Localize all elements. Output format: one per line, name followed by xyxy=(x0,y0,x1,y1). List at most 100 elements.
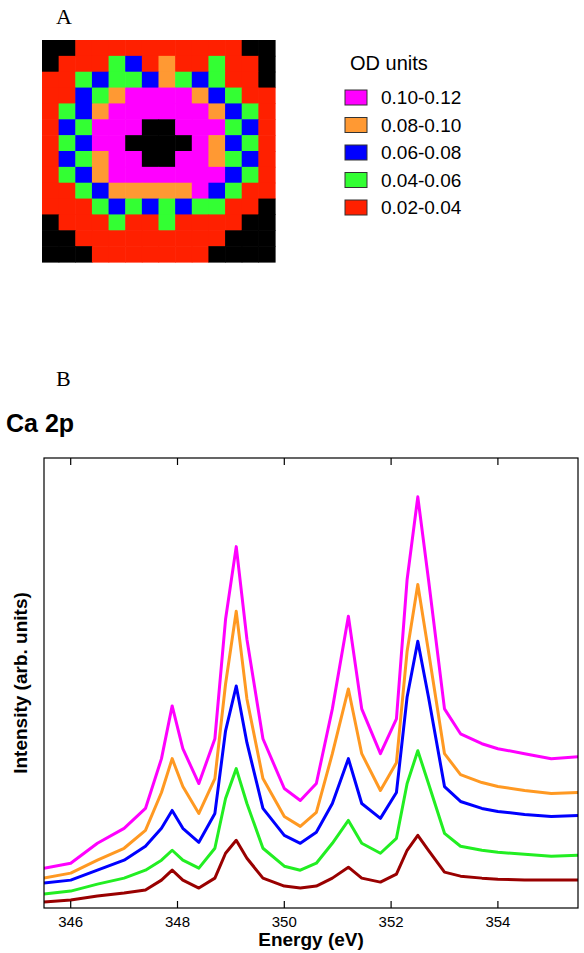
heat-cell xyxy=(59,151,76,167)
spectrum-line xyxy=(44,641,578,883)
heat-cell xyxy=(92,56,109,72)
heat-cell xyxy=(225,246,242,262)
heat-cell xyxy=(125,246,142,262)
spectrum-line xyxy=(44,835,578,902)
heat-cell xyxy=(159,151,176,167)
figure: AOD units0.10-0.120.08-0.100.06-0.080.04… xyxy=(0,0,584,953)
heat-cell xyxy=(208,230,225,246)
x-tick xyxy=(70,901,71,908)
heat-cell xyxy=(258,246,275,262)
heat-cell xyxy=(242,246,259,262)
heat-cell xyxy=(175,214,192,230)
heat-cell xyxy=(142,103,159,119)
heat-cell xyxy=(242,88,259,104)
heat-cell xyxy=(142,56,159,72)
heat-cell xyxy=(208,88,225,104)
heat-cell xyxy=(59,103,76,119)
heat-cell xyxy=(125,103,142,119)
legend-label: 0.06-0.08 xyxy=(381,142,461,163)
heat-cell xyxy=(142,135,159,151)
legend-swatch xyxy=(345,173,367,188)
heat-cell xyxy=(225,199,242,215)
heat-cell xyxy=(109,103,126,119)
heat-cell xyxy=(175,40,192,56)
x-tick-top xyxy=(70,458,71,465)
heat-cell xyxy=(242,56,259,72)
heat-cell xyxy=(159,103,176,119)
heat-cell xyxy=(125,72,142,88)
heat-cell xyxy=(109,246,126,262)
heat-cell xyxy=(59,119,76,135)
heat-cell xyxy=(225,230,242,246)
heat-cell xyxy=(242,167,259,183)
heat-cell xyxy=(225,167,242,183)
heat-cell xyxy=(42,183,59,199)
legend-swatch xyxy=(345,145,367,160)
heat-cell xyxy=(175,230,192,246)
heat-cell xyxy=(192,103,209,119)
heat-cell xyxy=(109,72,126,88)
heat-cell xyxy=(225,214,242,230)
chart-title: Ca 2p xyxy=(6,409,74,437)
heat-cell xyxy=(92,214,109,230)
heat-cell xyxy=(59,214,76,230)
heat-cell xyxy=(192,246,209,262)
heat-cell xyxy=(258,135,275,151)
x-tick-label: 350 xyxy=(272,913,297,930)
heat-cell xyxy=(258,183,275,199)
heat-cell xyxy=(208,246,225,262)
x-tick-label: 348 xyxy=(165,913,190,930)
x-tick-label: 352 xyxy=(379,913,404,930)
heat-cell xyxy=(159,135,176,151)
heat-cell xyxy=(59,56,76,72)
legend-label: 0.02-0.04 xyxy=(381,197,462,218)
heat-cell xyxy=(159,167,176,183)
heat-cell xyxy=(109,88,126,104)
heat-cell xyxy=(42,167,59,183)
heat-cell xyxy=(225,72,242,88)
x-tick-top xyxy=(497,458,498,465)
x-tick-label: 354 xyxy=(485,913,510,930)
panel-a: AOD units0.10-0.120.08-0.100.06-0.080.04… xyxy=(42,4,462,263)
heat-cell xyxy=(92,246,109,262)
heat-cell xyxy=(159,199,176,215)
heat-cell xyxy=(175,56,192,72)
heat-cell xyxy=(142,183,159,199)
x-tick-top xyxy=(284,458,285,465)
heat-cell xyxy=(125,214,142,230)
heat-cell xyxy=(75,214,92,230)
heat-cell xyxy=(242,135,259,151)
heat-cell xyxy=(208,214,225,230)
heat-cell xyxy=(109,183,126,199)
legend-swatch xyxy=(345,200,367,215)
heat-cell xyxy=(75,151,92,167)
heat-cell xyxy=(42,230,59,246)
heat-cell xyxy=(92,183,109,199)
heat-cell xyxy=(75,40,92,56)
heat-cell xyxy=(258,103,275,119)
heat-cell xyxy=(59,40,76,56)
heat-cell xyxy=(92,230,109,246)
heat-cell xyxy=(92,199,109,215)
heat-cell xyxy=(208,56,225,72)
heat-cell xyxy=(208,183,225,199)
heat-cell xyxy=(142,199,159,215)
heat-cell xyxy=(142,40,159,56)
heat-cell xyxy=(59,246,76,262)
heat-cell xyxy=(208,135,225,151)
heat-cell xyxy=(109,151,126,167)
heat-cell xyxy=(75,119,92,135)
heat-cell xyxy=(258,230,275,246)
heat-cell xyxy=(159,214,176,230)
heat-cell xyxy=(225,151,242,167)
spectrum-line xyxy=(44,584,578,878)
heat-cell xyxy=(208,151,225,167)
legend-label: 0.04-0.06 xyxy=(381,170,461,191)
heat-cell xyxy=(142,119,159,135)
heat-cell xyxy=(75,135,92,151)
heat-cell xyxy=(192,88,209,104)
heat-cell xyxy=(242,72,259,88)
heat-cell xyxy=(175,72,192,88)
heat-cell xyxy=(242,230,259,246)
heat-cell xyxy=(42,246,59,262)
